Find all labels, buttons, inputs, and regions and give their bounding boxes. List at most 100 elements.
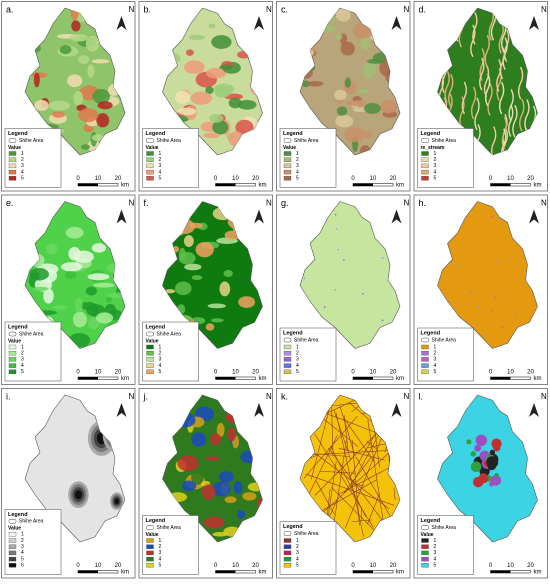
map-point: [343, 259, 345, 261]
map-zone: [66, 227, 84, 239]
legend-item: 3: [159, 550, 162, 556]
legend-area: Shihe Area: [19, 519, 44, 525]
legend-title: Legend: [146, 518, 166, 524]
map-zone: [334, 90, 347, 101]
legend-swatch: [422, 351, 429, 355]
legend-item: 4: [21, 363, 24, 369]
map-point: [453, 264, 455, 266]
map-point: [478, 306, 480, 308]
legend-swatch: [284, 164, 291, 168]
legend-title: Legend: [283, 524, 303, 530]
legend-swatch: [9, 176, 16, 180]
panel-label: d.: [419, 4, 427, 14]
scale-unit: km: [396, 570, 404, 576]
map-zone: [221, 262, 230, 267]
map-zone: [189, 223, 203, 229]
scale-unit: km: [121, 570, 129, 576]
legend-title: Legend: [421, 330, 441, 336]
map-zone: [347, 100, 367, 106]
map-zone: [227, 428, 236, 442]
map-zone: [208, 304, 227, 309]
scale-unit: km: [534, 376, 542, 382]
legend-item: 4: [159, 556, 162, 562]
legend-item: 2: [434, 544, 437, 550]
legend-swatch: [284, 357, 291, 361]
map-zone: [360, 38, 370, 51]
map-zone: [336, 33, 342, 40]
scale-label: 20: [527, 176, 534, 182]
map-zone: [356, 89, 369, 93]
legend-swatch: [284, 351, 291, 355]
legend-item: 3: [159, 163, 162, 169]
legend-swatch: [422, 176, 429, 180]
map-zone: [211, 318, 224, 322]
legend-swatch: [422, 364, 429, 368]
map-zone: [365, 74, 371, 79]
legend-item: 1: [159, 538, 162, 544]
map-zone: [470, 451, 476, 457]
map-point: [382, 320, 384, 322]
legend-swatch: [147, 158, 154, 162]
scale-unit: km: [396, 376, 404, 382]
north-label: N: [541, 392, 547, 401]
legend-swatch: [9, 152, 16, 156]
scale-bar-fill: [353, 184, 373, 187]
map-zone: [225, 496, 237, 503]
map-zone: [177, 455, 198, 471]
legend-swatch: [9, 345, 16, 349]
legend-swatch: [9, 545, 16, 549]
map-zone: [184, 264, 201, 271]
map-zone: [34, 100, 48, 111]
map-zone: [29, 268, 49, 281]
legend-swatch: [422, 164, 429, 168]
legend-item: 4: [434, 363, 437, 369]
map-point: [334, 289, 336, 291]
map-zone: [206, 456, 220, 460]
legend-area: Shihe Area: [294, 531, 319, 537]
north-label: N: [541, 5, 547, 14]
map-point: [335, 214, 337, 216]
map-zone: [106, 297, 112, 303]
legend-swatch: [147, 164, 154, 168]
map-zone: [189, 35, 205, 41]
legend-item: 3: [296, 163, 299, 169]
legend-item: 5: [21, 556, 24, 562]
legend-swatch: [422, 539, 429, 543]
legend-item: 1: [434, 344, 437, 350]
scale-label: 20: [527, 370, 534, 376]
map-zone: [186, 49, 194, 55]
map-zone: [65, 271, 77, 279]
north-label: N: [404, 199, 410, 208]
map-zone: [466, 439, 471, 444]
map-zone: [92, 59, 110, 63]
scale-bar-fill: [491, 571, 511, 574]
map-zone: [98, 101, 113, 109]
north-label: N: [266, 199, 272, 208]
scale-bar-fill: [216, 571, 236, 574]
map-zone: [88, 273, 110, 280]
map-zone: [345, 77, 351, 88]
panel-label: i.: [6, 391, 11, 401]
legend-swatch: [284, 563, 291, 567]
legend-swatch: [147, 345, 154, 349]
legend-area: Shihe Area: [432, 337, 457, 343]
map-zone: [192, 275, 203, 280]
map-zone: [367, 59, 384, 64]
map-point: [494, 297, 496, 299]
legend-item: 5: [434, 176, 437, 182]
map-zone: [208, 23, 215, 28]
legend-item: 5: [296, 369, 299, 375]
scale-unit: km: [259, 376, 267, 382]
map-zone: [182, 481, 196, 492]
panel-label: j.: [143, 391, 149, 401]
north-label: N: [129, 199, 135, 208]
map-zone: [75, 298, 83, 313]
legend-swatch: [147, 557, 154, 561]
scale-bar-fill: [491, 377, 511, 380]
map-zone: [73, 91, 83, 106]
legend-swatch: [422, 152, 429, 156]
